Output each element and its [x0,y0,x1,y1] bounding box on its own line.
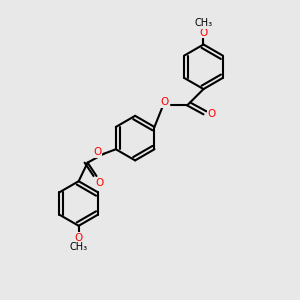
Text: O: O [200,28,208,38]
Text: O: O [93,147,101,157]
Text: O: O [208,109,216,119]
Text: O: O [160,98,168,107]
Text: O: O [74,233,83,243]
Text: CH₃: CH₃ [70,242,88,252]
Text: CH₃: CH₃ [194,18,213,28]
Text: O: O [95,178,104,188]
